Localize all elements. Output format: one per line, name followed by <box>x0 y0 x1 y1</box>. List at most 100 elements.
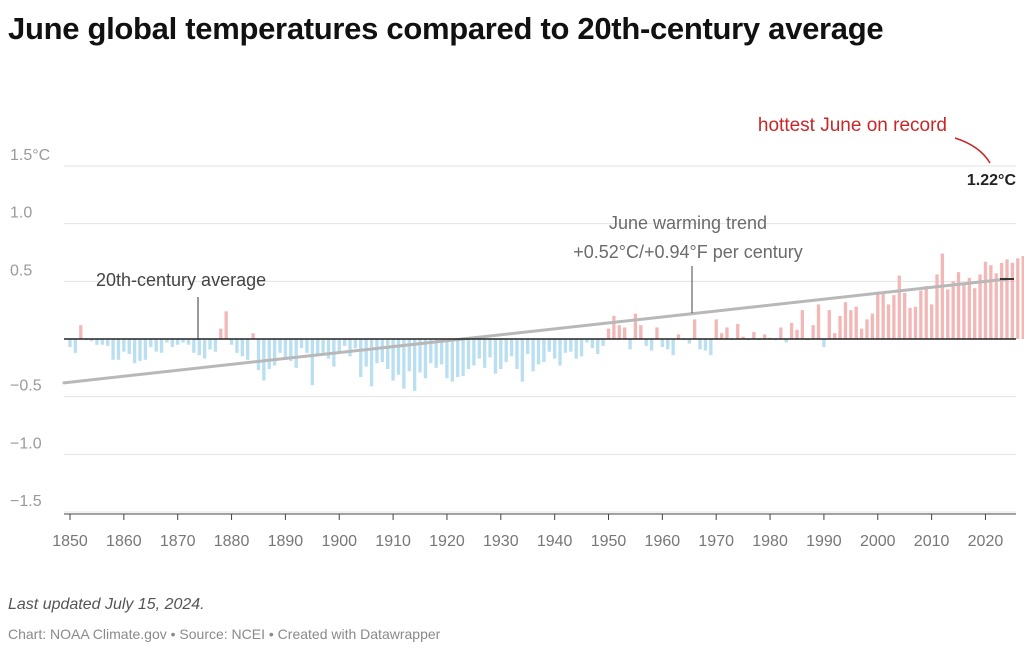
temperature-bar <box>127 339 131 354</box>
temperature-bar <box>956 272 961 339</box>
temperature-bar <box>418 339 422 373</box>
temperature-bar <box>456 339 460 378</box>
temperature-bar <box>951 281 955 339</box>
temperature-bar <box>89 339 94 342</box>
temperature-bar <box>617 325 621 339</box>
temperature-bar <box>612 315 616 339</box>
temperature-bar <box>445 339 449 379</box>
temperature-bar <box>170 339 174 348</box>
temperature-bar <box>337 339 341 352</box>
temperature-bar <box>488 339 492 358</box>
temperature-bar <box>246 339 250 360</box>
temperature-bar <box>176 339 180 345</box>
temperature-bar <box>407 339 411 372</box>
temperature-bar <box>434 339 438 368</box>
temperature-bar <box>1016 258 1020 339</box>
temperature-bar <box>509 339 514 357</box>
x-tick-label: 1890 <box>268 533 304 550</box>
temperature-bar <box>477 339 481 359</box>
temperature-bar <box>676 334 681 339</box>
temperature-bar <box>822 339 826 348</box>
temperature-bar <box>143 339 148 360</box>
temperature-bar <box>752 332 756 339</box>
temperature-bar <box>272 339 277 366</box>
temperature-bar <box>536 339 541 365</box>
temperature-bar <box>342 339 347 346</box>
x-tick-label: 1940 <box>537 533 573 550</box>
temperature-bar <box>375 339 379 364</box>
temperature-bar <box>622 327 627 339</box>
temperature-bar <box>703 339 708 351</box>
temperature-bar <box>838 315 842 339</box>
temperature-bar <box>439 339 444 365</box>
temperature-bar <box>999 262 1004 339</box>
temperature-bar <box>305 339 309 353</box>
temperature-bar <box>709 339 713 356</box>
temperature-bar <box>138 339 142 361</box>
temperature-bar <box>380 339 385 363</box>
temperature-bar <box>310 339 314 386</box>
temperature-bar <box>552 339 557 359</box>
y-tick-label: −0.5 <box>10 378 42 395</box>
temperature-bar <box>967 277 971 339</box>
temperature-bar <box>800 310 805 339</box>
x-tick-label: 1920 <box>429 533 465 550</box>
temperature-bar <box>816 304 821 339</box>
temperature-bar <box>660 339 665 348</box>
temperature-bar <box>946 289 950 339</box>
temperature-bar <box>106 339 110 346</box>
temperature-bar <box>569 339 573 352</box>
temperature-bar <box>364 339 368 367</box>
temperature-bar <box>811 325 815 339</box>
temperature-bar <box>299 339 304 349</box>
temperature-bar <box>935 274 939 339</box>
temperature-bar <box>563 339 568 353</box>
temperature-bar <box>278 339 282 353</box>
temperature-bar <box>558 339 562 366</box>
temperature-bar <box>574 339 578 359</box>
temperature-bar <box>122 339 126 352</box>
temperature-bar <box>908 307 912 339</box>
x-tick-label: 1970 <box>698 533 734 550</box>
temperature-bar <box>870 313 875 339</box>
record-value-label: 1.22°C <box>967 172 1017 189</box>
temperature-bar <box>386 339 390 369</box>
y-tick-label: 1.0 <box>10 205 32 222</box>
temperature-bar <box>865 319 869 339</box>
temperature-bar <box>159 339 164 353</box>
x-tick-label: 1990 <box>806 533 842 550</box>
temperature-bar <box>784 339 788 343</box>
temperature-bar <box>649 339 654 351</box>
temperature-bar <box>849 310 853 339</box>
temperature-bar <box>402 339 406 389</box>
temperature-bar <box>795 329 799 339</box>
temperature-bar <box>859 328 864 339</box>
temperature-bar <box>590 339 595 349</box>
y-tick-label: −1.0 <box>10 435 42 452</box>
record-annotation-leader <box>954 137 991 164</box>
temperature-bar <box>224 311 228 339</box>
axes: 1.5°C 1.0 0.5 −0.5 −1.0 −1.5 1850 1860 1870 1880 1… <box>10 147 1016 550</box>
chart-title: June global temperatures compared to 20t… <box>8 11 884 46</box>
temperature-bar <box>929 304 934 339</box>
temperature-bar <box>213 339 218 352</box>
temperature-bar <box>655 327 659 339</box>
record-annotation: hottest June on record <box>758 115 947 136</box>
temperature-bar <box>499 339 503 369</box>
chart-area: 1.5°C 1.0 0.5 −0.5 −1.0 −1.5 1850 1860 1870 1880 1… <box>10 115 1024 550</box>
temperature-bar <box>472 339 476 366</box>
y-tick-label: 1.5°C <box>10 147 50 164</box>
temperature-bar <box>628 339 632 350</box>
temperature-bar <box>779 327 783 339</box>
temperature-bar <box>994 273 998 339</box>
y-tick-label: −1.5 <box>10 493 42 510</box>
temperature-bar <box>192 339 196 353</box>
temperature-bar <box>321 339 325 353</box>
temperature-bar <box>833 333 837 339</box>
temperature-bar <box>132 339 137 364</box>
temperature-bar <box>256 339 261 371</box>
temperature-bar <box>973 288 977 339</box>
temperature-bar <box>181 339 185 343</box>
temperature-bar <box>493 339 498 374</box>
temperature-bar <box>789 322 794 339</box>
